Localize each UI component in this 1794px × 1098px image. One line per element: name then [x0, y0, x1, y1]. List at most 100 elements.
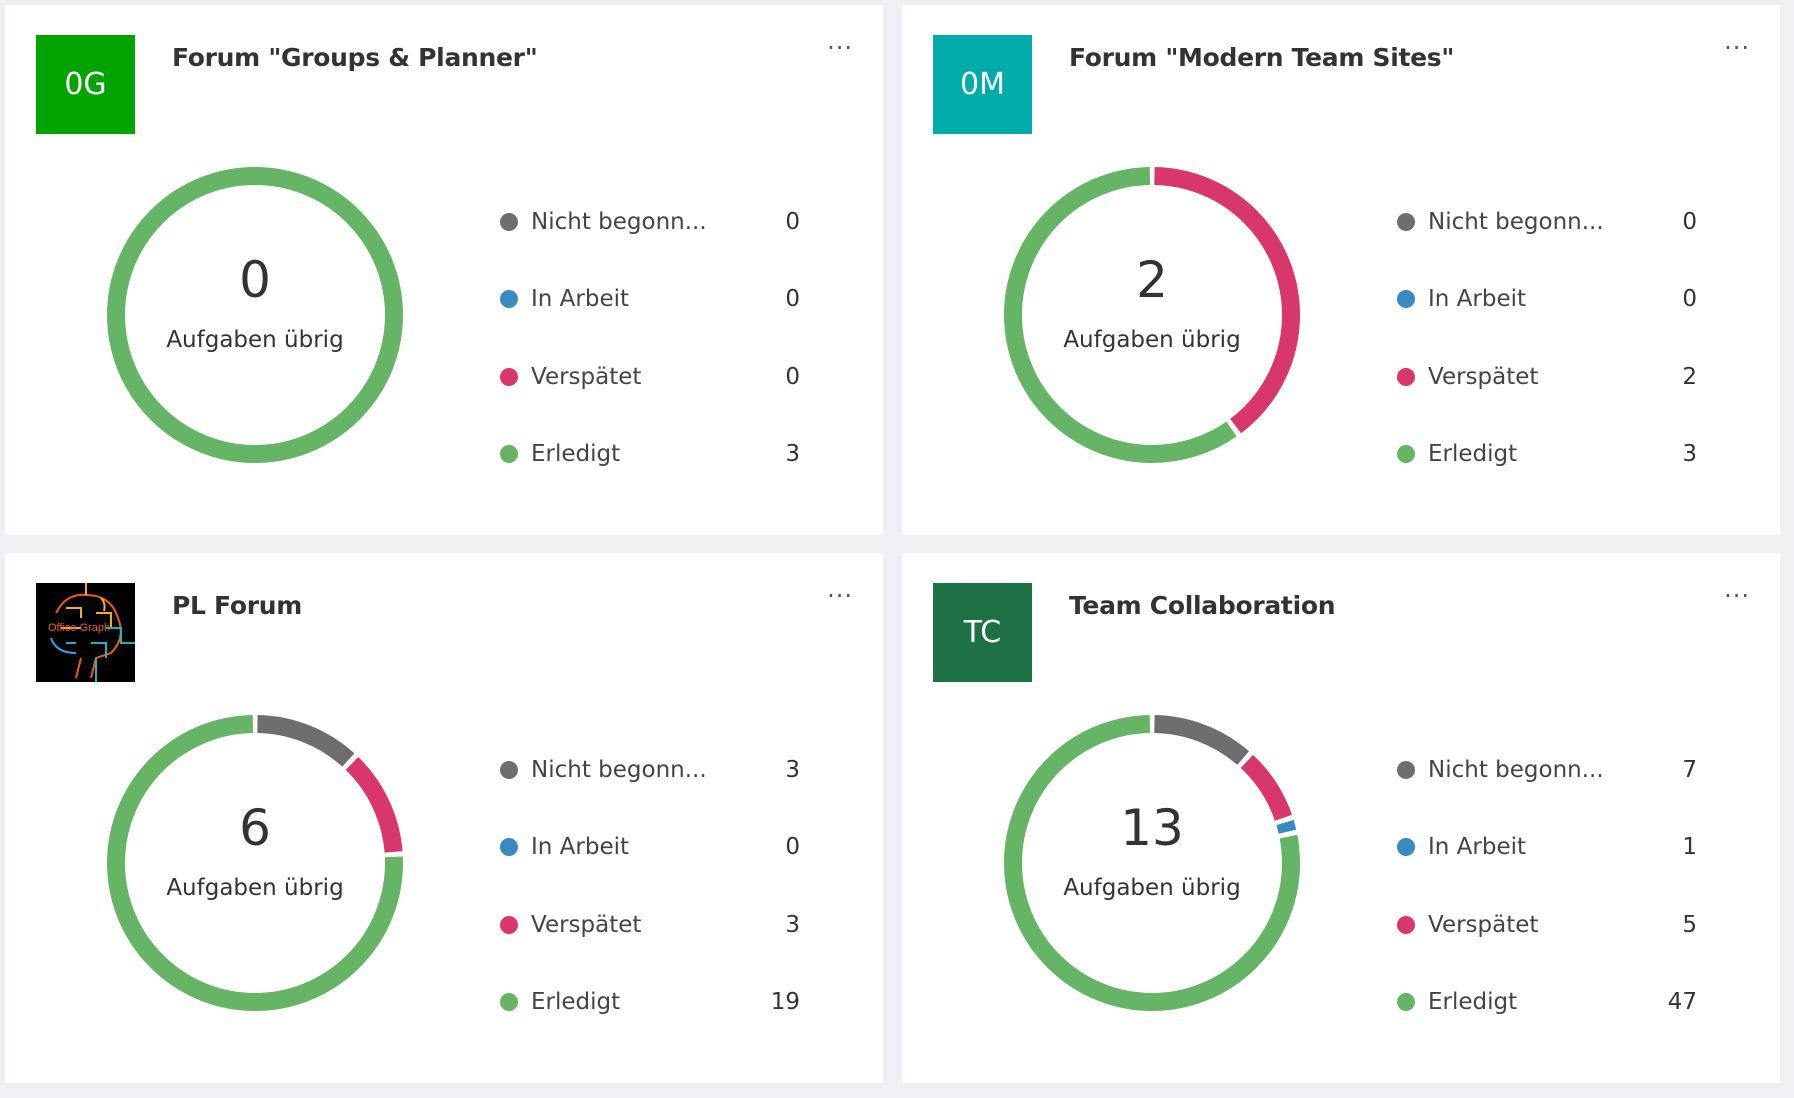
status-dot-icon: [1397, 993, 1415, 1012]
status-dot-icon: [1397, 290, 1415, 309]
plan-card[interactable]: TC Team Collaboration ... 13 Aufgaben üb…: [902, 553, 1780, 1083]
svg-text:Office Graph: Office Graph: [48, 622, 110, 634]
more-options-button[interactable]: ...: [827, 575, 853, 603]
legend-item-in-progress: In Arbeit 0: [1397, 261, 1697, 339]
remaining-label: Aufgaben übrig: [1063, 327, 1241, 353]
legend-item-not-started: Nicht begonn... 3: [500, 731, 800, 809]
legend-label: Erledigt: [531, 989, 621, 1016]
legend-value: 0: [785, 286, 800, 313]
legend-item-not-started: Nicht begonn... 0: [1397, 183, 1697, 261]
donut-segment-done[interactable]: [1004, 715, 1300, 1011]
remaining-count: 6: [239, 799, 271, 857]
donut-segment-done[interactable]: [1004, 167, 1300, 463]
donut-segment-late[interactable]: [1004, 167, 1300, 463]
legend-label: In Arbeit: [531, 286, 630, 313]
plan-card[interactable]: 0M Forum "Modern Team Sites" ... 2 Aufga…: [902, 5, 1780, 535]
legend-label: Nicht begonn...: [1428, 208, 1604, 235]
status-dot-icon: [500, 838, 518, 857]
plan-card[interactable]: 0G Forum "Groups & Planner" ... 0 Aufgab…: [5, 5, 883, 535]
office-graph-logo-icon: Office Graph: [36, 583, 135, 682]
more-options-button[interactable]: ...: [1724, 575, 1750, 603]
legend-value: 47: [1667, 989, 1697, 1016]
status-dot-icon: [1397, 760, 1415, 779]
legend-label: Nicht begonn...: [531, 208, 707, 235]
donut-segment-done[interactable]: [107, 715, 403, 1011]
remaining-label: Aufgaben übrig: [1063, 875, 1241, 901]
plan-avatar: Office Graph: [36, 583, 135, 682]
task-donut-chart: [107, 715, 403, 1011]
status-dot-icon: [500, 760, 518, 779]
plan-avatar: 0G: [36, 35, 135, 134]
legend-label: Erledigt: [531, 441, 621, 468]
legend-item-not-started: Nicht begonn... 0: [500, 183, 800, 261]
remaining-label: Aufgaben übrig: [166, 327, 344, 353]
legend-item-in-progress: In Arbeit 1: [1397, 809, 1697, 887]
status-dot-icon: [500, 993, 518, 1012]
status-dot-icon: [1397, 445, 1415, 464]
status-legend: Nicht begonn... 3 In Arbeit 0 Verspätet 3 Erle…: [500, 731, 800, 1041]
status-dot-icon: [500, 367, 518, 386]
task-donut-chart: [107, 167, 403, 463]
plan-title[interactable]: Forum "Modern Team Sites": [1069, 43, 1455, 72]
plan-title[interactable]: PL Forum: [172, 591, 302, 620]
plan-card[interactable]: Office Graph PL Forum ... 6 Aufgaben übr…: [5, 553, 883, 1083]
legend-value: 2: [1682, 363, 1697, 390]
legend-value: 0: [785, 363, 800, 390]
remaining-count: 13: [1120, 799, 1184, 857]
legend-value: 0: [785, 834, 800, 861]
legend-label: In Arbeit: [1428, 834, 1527, 861]
legend-item-done: Erledigt 3: [500, 416, 800, 494]
more-options-button[interactable]: ...: [827, 27, 853, 55]
legend-value: 0: [1682, 208, 1697, 235]
task-donut-chart: [1004, 167, 1300, 463]
legend-value: 1: [1682, 834, 1697, 861]
plan-avatar: TC: [933, 583, 1032, 682]
donut-segment-done[interactable]: [107, 167, 403, 463]
plan-title[interactable]: Team Collaboration: [1069, 591, 1336, 620]
status-dot-icon: [500, 445, 518, 464]
plan-avatar: 0M: [933, 35, 1032, 134]
legend-item-in-progress: In Arbeit 0: [500, 809, 800, 887]
legend-value: 19: [770, 989, 800, 1016]
legend-label: Erledigt: [1428, 441, 1518, 468]
legend-label: Verspätet: [1428, 911, 1539, 938]
status-legend: Nicht begonn... 0 In Arbeit 0 Verspätet 0 Erle…: [500, 183, 800, 493]
status-dot-icon: [500, 212, 518, 231]
legend-item-late: Verspätet 3: [500, 886, 800, 964]
legend-value: 3: [785, 911, 800, 938]
legend-value: 3: [1682, 441, 1697, 468]
legend-item-done: Erledigt 19: [500, 964, 800, 1042]
status-dot-icon: [1397, 838, 1415, 857]
legend-value: 0: [785, 208, 800, 235]
legend-label: Erledigt: [1428, 989, 1518, 1016]
remaining-count: 0: [239, 251, 271, 309]
legend-value: 0: [1682, 286, 1697, 313]
legend-value: 3: [785, 756, 800, 783]
legend-label: Verspätet: [531, 911, 642, 938]
status-dot-icon: [500, 915, 518, 934]
more-options-button[interactable]: ...: [1724, 27, 1750, 55]
status-dot-icon: [500, 290, 518, 309]
task-donut-chart: [1004, 715, 1300, 1011]
legend-item-late: Verspätet 2: [1397, 338, 1697, 416]
legend-value: 7: [1682, 756, 1697, 783]
status-legend: Nicht begonn... 0 In Arbeit 0 Verspätet 2 Erle…: [1397, 183, 1697, 493]
remaining-count: 2: [1136, 251, 1168, 309]
legend-item-done: Erledigt 47: [1397, 964, 1697, 1042]
legend-value: 3: [785, 441, 800, 468]
legend-item-late: Verspätet 0: [500, 338, 800, 416]
legend-label: Nicht begonn...: [1428, 756, 1604, 783]
legend-item-in-progress: In Arbeit 0: [500, 261, 800, 339]
legend-item-done: Erledigt 3: [1397, 416, 1697, 494]
status-legend: Nicht begonn... 7 In Arbeit 1 Verspätet 5 Erle…: [1397, 731, 1697, 1041]
status-dot-icon: [1397, 367, 1415, 386]
plan-title[interactable]: Forum "Groups & Planner": [172, 43, 538, 72]
status-dot-icon: [1397, 212, 1415, 231]
legend-label: Verspätet: [531, 363, 642, 390]
legend-label: In Arbeit: [531, 834, 630, 861]
legend-item-late: Verspätet 5: [1397, 886, 1697, 964]
remaining-label: Aufgaben übrig: [166, 875, 344, 901]
legend-value: 5: [1682, 911, 1697, 938]
legend-label: Nicht begonn...: [531, 756, 707, 783]
legend-label: In Arbeit: [1428, 286, 1527, 313]
